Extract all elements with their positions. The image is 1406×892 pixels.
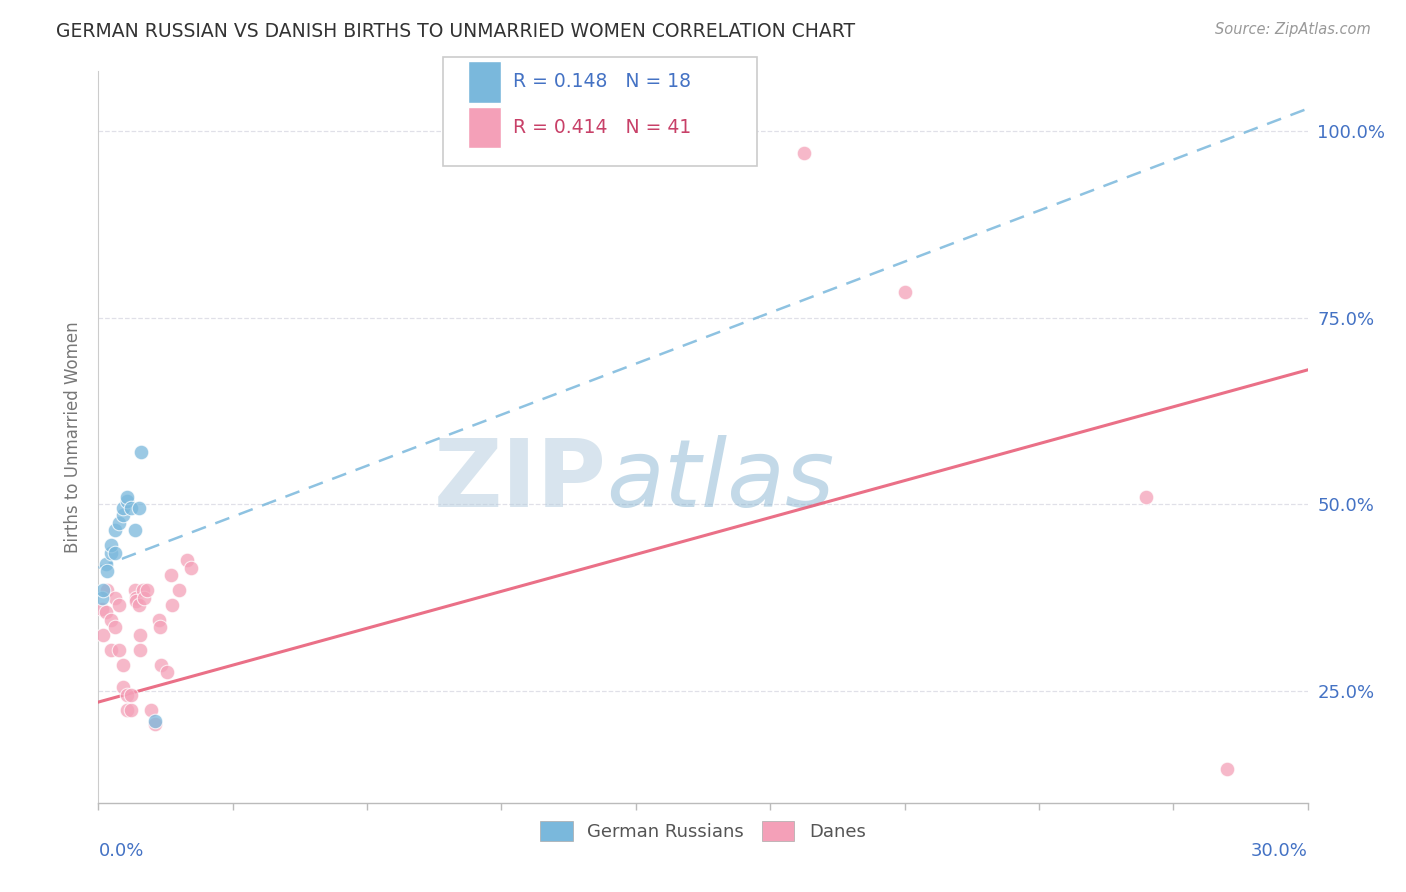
Text: Source: ZipAtlas.com: Source: ZipAtlas.com <box>1215 22 1371 37</box>
Text: R = 0.148   N = 18: R = 0.148 N = 18 <box>513 72 692 92</box>
Point <box>112 680 135 694</box>
Point <box>124 524 146 538</box>
Point <box>139 702 162 716</box>
Point <box>100 613 122 627</box>
Point <box>96 583 118 598</box>
Point <box>91 591 114 605</box>
Text: ZIP: ZIP <box>433 435 606 527</box>
Point <box>793 146 815 161</box>
Point <box>117 702 139 716</box>
Point <box>111 508 134 523</box>
FancyBboxPatch shape <box>468 107 501 148</box>
Point <box>167 583 190 598</box>
Point <box>100 642 122 657</box>
Point <box>132 583 155 598</box>
Point <box>149 620 172 634</box>
Point <box>132 591 155 605</box>
Point <box>176 553 198 567</box>
Point <box>111 657 134 672</box>
Point <box>143 717 166 731</box>
Text: atlas: atlas <box>606 435 835 526</box>
Point <box>115 688 138 702</box>
Point <box>121 688 143 702</box>
Point <box>96 565 118 579</box>
Point <box>148 613 170 627</box>
Point <box>104 620 127 634</box>
Point <box>100 538 122 552</box>
Point <box>104 524 127 538</box>
Point <box>117 490 139 504</box>
Text: R = 0.414   N = 41: R = 0.414 N = 41 <box>513 118 692 137</box>
Legend: German Russians, Danes: German Russians, Danes <box>533 814 873 848</box>
Point <box>107 598 129 612</box>
Point <box>96 606 118 620</box>
Point <box>124 583 146 598</box>
Point <box>91 583 114 598</box>
FancyBboxPatch shape <box>443 57 758 167</box>
Point <box>129 642 152 657</box>
Point <box>120 702 142 716</box>
FancyBboxPatch shape <box>468 62 501 103</box>
Point <box>107 516 129 530</box>
Point <box>103 546 125 560</box>
Point <box>143 714 166 728</box>
Point <box>124 591 146 605</box>
Y-axis label: Births to Unmarried Women: Births to Unmarried Women <box>63 321 82 553</box>
Point <box>96 557 118 571</box>
Point <box>128 500 150 515</box>
Point <box>129 445 152 459</box>
Point <box>128 628 150 642</box>
Point <box>180 560 202 574</box>
Text: GERMAN RUSSIAN VS DANISH BIRTHS TO UNMARRIED WOMEN CORRELATION CHART: GERMAN RUSSIAN VS DANISH BIRTHS TO UNMAR… <box>56 22 855 41</box>
Point <box>120 500 142 515</box>
Point <box>91 628 114 642</box>
Point <box>100 546 122 560</box>
Point <box>128 598 150 612</box>
Point <box>149 657 172 672</box>
Point <box>156 665 179 680</box>
Point <box>135 583 157 598</box>
Point <box>733 109 755 123</box>
Point <box>160 598 183 612</box>
Point <box>160 568 183 582</box>
Text: 0.0%: 0.0% <box>98 842 143 860</box>
Point <box>112 500 135 515</box>
Point <box>103 591 125 605</box>
Text: 30.0%: 30.0% <box>1251 842 1308 860</box>
Point <box>125 594 148 608</box>
Point <box>91 601 114 615</box>
Point <box>893 285 915 299</box>
Point <box>1135 490 1157 504</box>
Point <box>108 642 131 657</box>
Point <box>1216 762 1239 776</box>
Point <box>115 493 138 508</box>
